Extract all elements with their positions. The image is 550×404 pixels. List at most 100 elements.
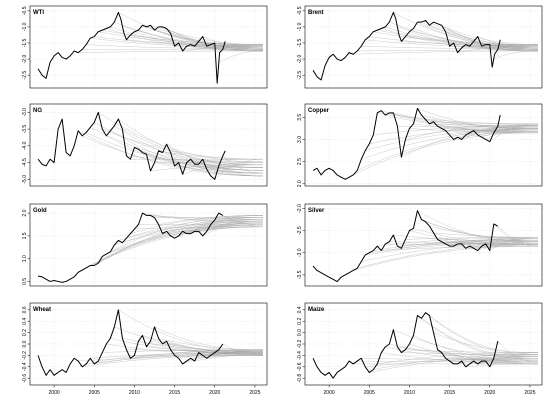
panel-title: Copper xyxy=(308,108,330,114)
y-tick-label: -5.0 xyxy=(22,175,28,184)
forecast-curve xyxy=(393,234,538,242)
forecast-curve xyxy=(206,351,263,359)
forecast-curve xyxy=(497,49,538,51)
forecast-curve xyxy=(222,155,263,174)
forecast-curve xyxy=(82,354,263,367)
y-tick-label: -3.0 xyxy=(297,248,303,257)
forecast-fan xyxy=(353,210,538,271)
forecast-curve xyxy=(465,363,538,367)
y-tick-label: -0.5 xyxy=(22,6,28,15)
forecast-curve xyxy=(194,354,263,362)
forecast-curve xyxy=(493,358,538,365)
forecast-curve xyxy=(114,222,263,246)
panel-title: Gold xyxy=(33,208,47,214)
forecast-curve xyxy=(433,121,538,125)
panel-title: Wheat xyxy=(33,307,51,313)
forecast-curve xyxy=(461,237,538,245)
x-tick-label: 2010 xyxy=(129,390,140,396)
series-line xyxy=(312,312,499,379)
forecast-curve xyxy=(134,147,263,177)
forecast-curve xyxy=(98,217,263,264)
forecast-fan xyxy=(78,112,263,180)
y-tick-label: -2.0 xyxy=(297,204,303,213)
y-tick-label: -0.6 xyxy=(297,362,303,371)
x-tick-label: 2000 xyxy=(49,390,60,396)
y-tick-label: -2.5 xyxy=(22,71,28,80)
series-line xyxy=(312,11,501,81)
forecast-curve xyxy=(214,42,263,45)
forecast-curve xyxy=(401,352,538,355)
forecast-fan xyxy=(78,212,263,273)
forecast-curve xyxy=(393,329,538,359)
forecast-curve xyxy=(174,220,263,239)
y-tick-label: -2.0 xyxy=(297,55,303,64)
forecast-curve xyxy=(182,161,263,175)
x-tick-label: 2025 xyxy=(249,390,260,396)
y-tick-label: -4.0 xyxy=(22,141,28,150)
series-line xyxy=(37,212,224,283)
forecast-curve xyxy=(210,161,263,177)
y-tick-label: -0.8 xyxy=(297,374,303,383)
y-tick-label: 2.5 xyxy=(297,158,303,165)
forecast-curve xyxy=(158,338,263,350)
forecast-curve xyxy=(493,223,538,247)
forecast-curve xyxy=(210,350,263,356)
panel-silver: -3.5 -3.0 -2.5 -2.0 Silver xyxy=(297,203,543,287)
y-tick-label: -2.0 xyxy=(22,55,28,64)
y-tick-label: 1.0 xyxy=(22,255,28,262)
forecast-curve xyxy=(162,26,263,52)
series-line xyxy=(37,111,226,180)
panel-title: Brent xyxy=(308,10,324,16)
panel-wti: -2.5 -2.0 -1.5 -1.0 -0.5 WTI xyxy=(22,5,268,89)
series-line xyxy=(312,210,499,283)
y-tick-label: 0.0 xyxy=(297,329,303,336)
y-tick-label: 2.0 xyxy=(297,180,303,187)
forecast-fan xyxy=(353,312,538,373)
forecast-curve xyxy=(158,215,263,225)
forecast-curve xyxy=(150,215,263,220)
forecast-curve xyxy=(369,356,538,373)
panel-title: Silver xyxy=(308,208,325,214)
forecast-curve xyxy=(357,244,538,269)
x-tick-label: 2020 xyxy=(209,390,220,396)
forecast-curve xyxy=(78,130,263,177)
y-tick-label: -1.5 xyxy=(22,38,28,47)
y-tick-label: -0.6 xyxy=(22,374,28,383)
forecast-curve xyxy=(190,159,263,177)
y-tick-label: -3.5 xyxy=(22,125,28,134)
forecast-fan xyxy=(353,108,538,176)
forecast-curve xyxy=(78,50,263,53)
forecast-curve xyxy=(405,349,538,353)
y-tick-label: 0.4 xyxy=(297,306,303,313)
y-tick-label: -0.2 xyxy=(22,351,28,360)
forecast-curve xyxy=(497,341,538,363)
forecast-curve xyxy=(186,159,263,163)
y-tick-label: -4.5 xyxy=(22,158,28,167)
forecast-curve xyxy=(166,144,263,174)
forecast-curve xyxy=(429,225,538,239)
y-tick-label: -1.5 xyxy=(297,38,303,47)
plot-frame xyxy=(29,203,268,287)
y-tick-label: -0.4 xyxy=(22,362,28,371)
forecast-curve xyxy=(86,44,263,50)
forecast-curve xyxy=(421,318,538,359)
forecast-curve xyxy=(222,343,263,355)
forecast-curve xyxy=(469,244,538,247)
forecast-curve xyxy=(134,226,263,230)
y-tick-label: -3.5 xyxy=(297,270,303,279)
panel-copper: 2.0 2.5 3.0 3.5 Copper xyxy=(297,103,543,187)
y-tick-label: -2.5 xyxy=(297,71,303,80)
forecast-curve xyxy=(361,129,538,160)
forecast-curve xyxy=(429,123,538,126)
forecast-fan xyxy=(78,12,263,63)
y-tick-label: -3.0 xyxy=(22,108,28,117)
forecast-curve xyxy=(214,159,263,180)
forecast-curve xyxy=(357,131,538,171)
forecast-curve xyxy=(86,222,263,268)
forecast-curve xyxy=(469,131,538,133)
forecast-curve xyxy=(377,29,538,45)
y-tick-label: 3.5 xyxy=(297,114,303,121)
forecast-curve xyxy=(114,21,263,50)
forecast-curve xyxy=(210,217,263,225)
